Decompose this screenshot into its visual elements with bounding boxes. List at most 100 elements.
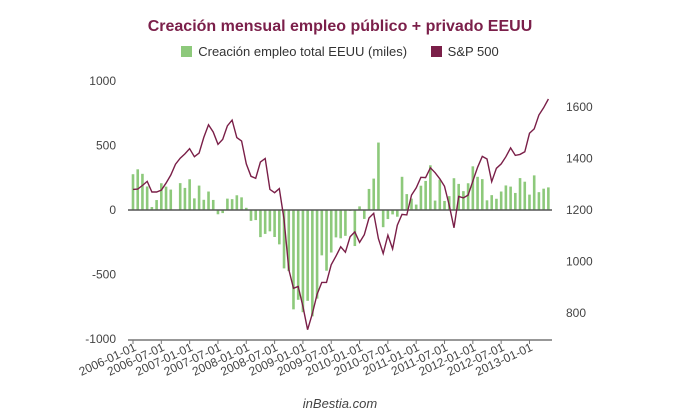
y-right-tick-label: 1000 <box>566 255 593 269</box>
bar-jobs <box>424 180 427 210</box>
y-left-tick-label: -500 <box>92 268 116 282</box>
bar-jobs <box>490 195 494 210</box>
bar-jobs <box>183 187 187 210</box>
bar-jobs <box>528 194 531 210</box>
bar-jobs <box>287 210 291 272</box>
bar-jobs <box>178 183 182 210</box>
bar-jobs <box>296 210 300 300</box>
legend-item-sp500[interactable]: S&P 500 <box>430 44 499 59</box>
bar-jobs <box>362 210 366 219</box>
bar-jobs <box>495 198 498 210</box>
footer-source: inBestia.com <box>302 396 378 411</box>
bar-jobs <box>150 207 154 210</box>
bar-jobs <box>523 181 527 210</box>
legend-swatch-jobs <box>181 46 193 57</box>
bar-jobs <box>466 183 470 210</box>
bar-jobs <box>202 199 206 210</box>
bar-jobs <box>315 210 319 299</box>
bar-jobs <box>367 188 371 210</box>
bar-jobs <box>216 210 220 215</box>
bar-jobs <box>169 189 173 210</box>
bar-jobs <box>188 179 191 210</box>
bar-jobs <box>273 210 276 238</box>
bar-jobs <box>537 192 541 210</box>
bar-jobs <box>301 210 305 313</box>
bar-jobs <box>329 210 333 253</box>
bar-jobs <box>353 210 357 247</box>
bar-jobs <box>499 191 503 210</box>
bar-jobs <box>240 197 243 210</box>
bar-jobs <box>542 188 545 210</box>
bar-jobs <box>485 200 489 210</box>
bar-jobs <box>131 174 135 210</box>
bar-jobs <box>282 210 286 269</box>
bar-jobs <box>509 186 512 210</box>
bar-jobs <box>414 204 418 210</box>
bar-jobs <box>476 176 479 210</box>
y-left-tick-label: -1000 <box>85 332 116 346</box>
legend-label-sp500: S&P 500 <box>447 44 499 59</box>
bar-jobs <box>462 191 465 210</box>
legend-swatch-sp500 <box>430 46 442 57</box>
bar-jobs <box>429 165 432 210</box>
bar-jobs <box>221 210 224 214</box>
legend-item-jobs[interactable]: Creación empleo total EEUU (miles) <box>181 44 407 59</box>
bar-jobs <box>339 210 342 239</box>
bar-jobs <box>358 206 361 210</box>
bar-jobs <box>164 186 168 210</box>
bar-jobs <box>292 210 295 310</box>
bar-jobs <box>438 179 442 210</box>
bar-jobs <box>141 173 144 210</box>
bar-jobs <box>193 198 196 210</box>
bar-jobs <box>471 166 475 210</box>
bar-jobs <box>372 178 376 210</box>
bar-jobs <box>410 198 413 210</box>
bar-jobs <box>259 210 262 238</box>
bar-jobs <box>145 186 149 210</box>
bar-jobs <box>197 185 201 210</box>
bar-jobs <box>268 210 272 232</box>
bar-jobs <box>547 187 550 210</box>
y-right-tick-label: 1400 <box>566 152 593 166</box>
line-sp500 <box>132 98 550 330</box>
bar-jobs <box>386 210 390 220</box>
bar-jobs <box>226 198 229 210</box>
bar-jobs <box>381 210 385 228</box>
bar-jobs <box>405 194 409 210</box>
bar-jobs <box>419 185 423 210</box>
bar-jobs <box>518 178 522 210</box>
bar-jobs <box>320 210 324 256</box>
bar-jobs <box>532 175 536 210</box>
bar-jobs <box>278 210 281 245</box>
y-left-tick-label: 500 <box>96 138 116 152</box>
bar-jobs <box>514 192 517 210</box>
bar-jobs <box>306 210 309 301</box>
bar-jobs <box>433 200 437 210</box>
bar-jobs <box>504 185 508 210</box>
bar-jobs <box>391 210 394 215</box>
bar-jobs <box>396 210 399 217</box>
y-right-tick-label: 1200 <box>566 203 593 217</box>
chart-title: Creación mensual empleo público + privad… <box>147 18 533 35</box>
bar-jobs <box>443 200 446 210</box>
bar-jobs <box>334 210 338 238</box>
bar-jobs <box>344 210 347 236</box>
legend: Creación empleo total EEUU (miles) S&P 5… <box>0 44 680 60</box>
bar-jobs <box>155 200 158 210</box>
bar-jobs <box>230 199 234 210</box>
bar-jobs <box>207 191 210 210</box>
bar-jobs <box>254 210 258 221</box>
bar-jobs <box>480 179 484 210</box>
bar-jobs <box>211 199 215 210</box>
bar-jobs <box>235 195 239 210</box>
bar-jobs <box>377 142 380 210</box>
bar-jobs <box>160 183 163 210</box>
bar-jobs <box>311 210 314 317</box>
bar-jobs <box>452 178 456 210</box>
legend-label-jobs: Creación empleo total EEUU (miles) <box>198 44 408 59</box>
bar-jobs <box>400 176 404 210</box>
bar-jobs <box>244 207 248 210</box>
y-right-tick-label: 1600 <box>566 100 593 114</box>
y-left-tick-label: 0 <box>109 203 116 217</box>
